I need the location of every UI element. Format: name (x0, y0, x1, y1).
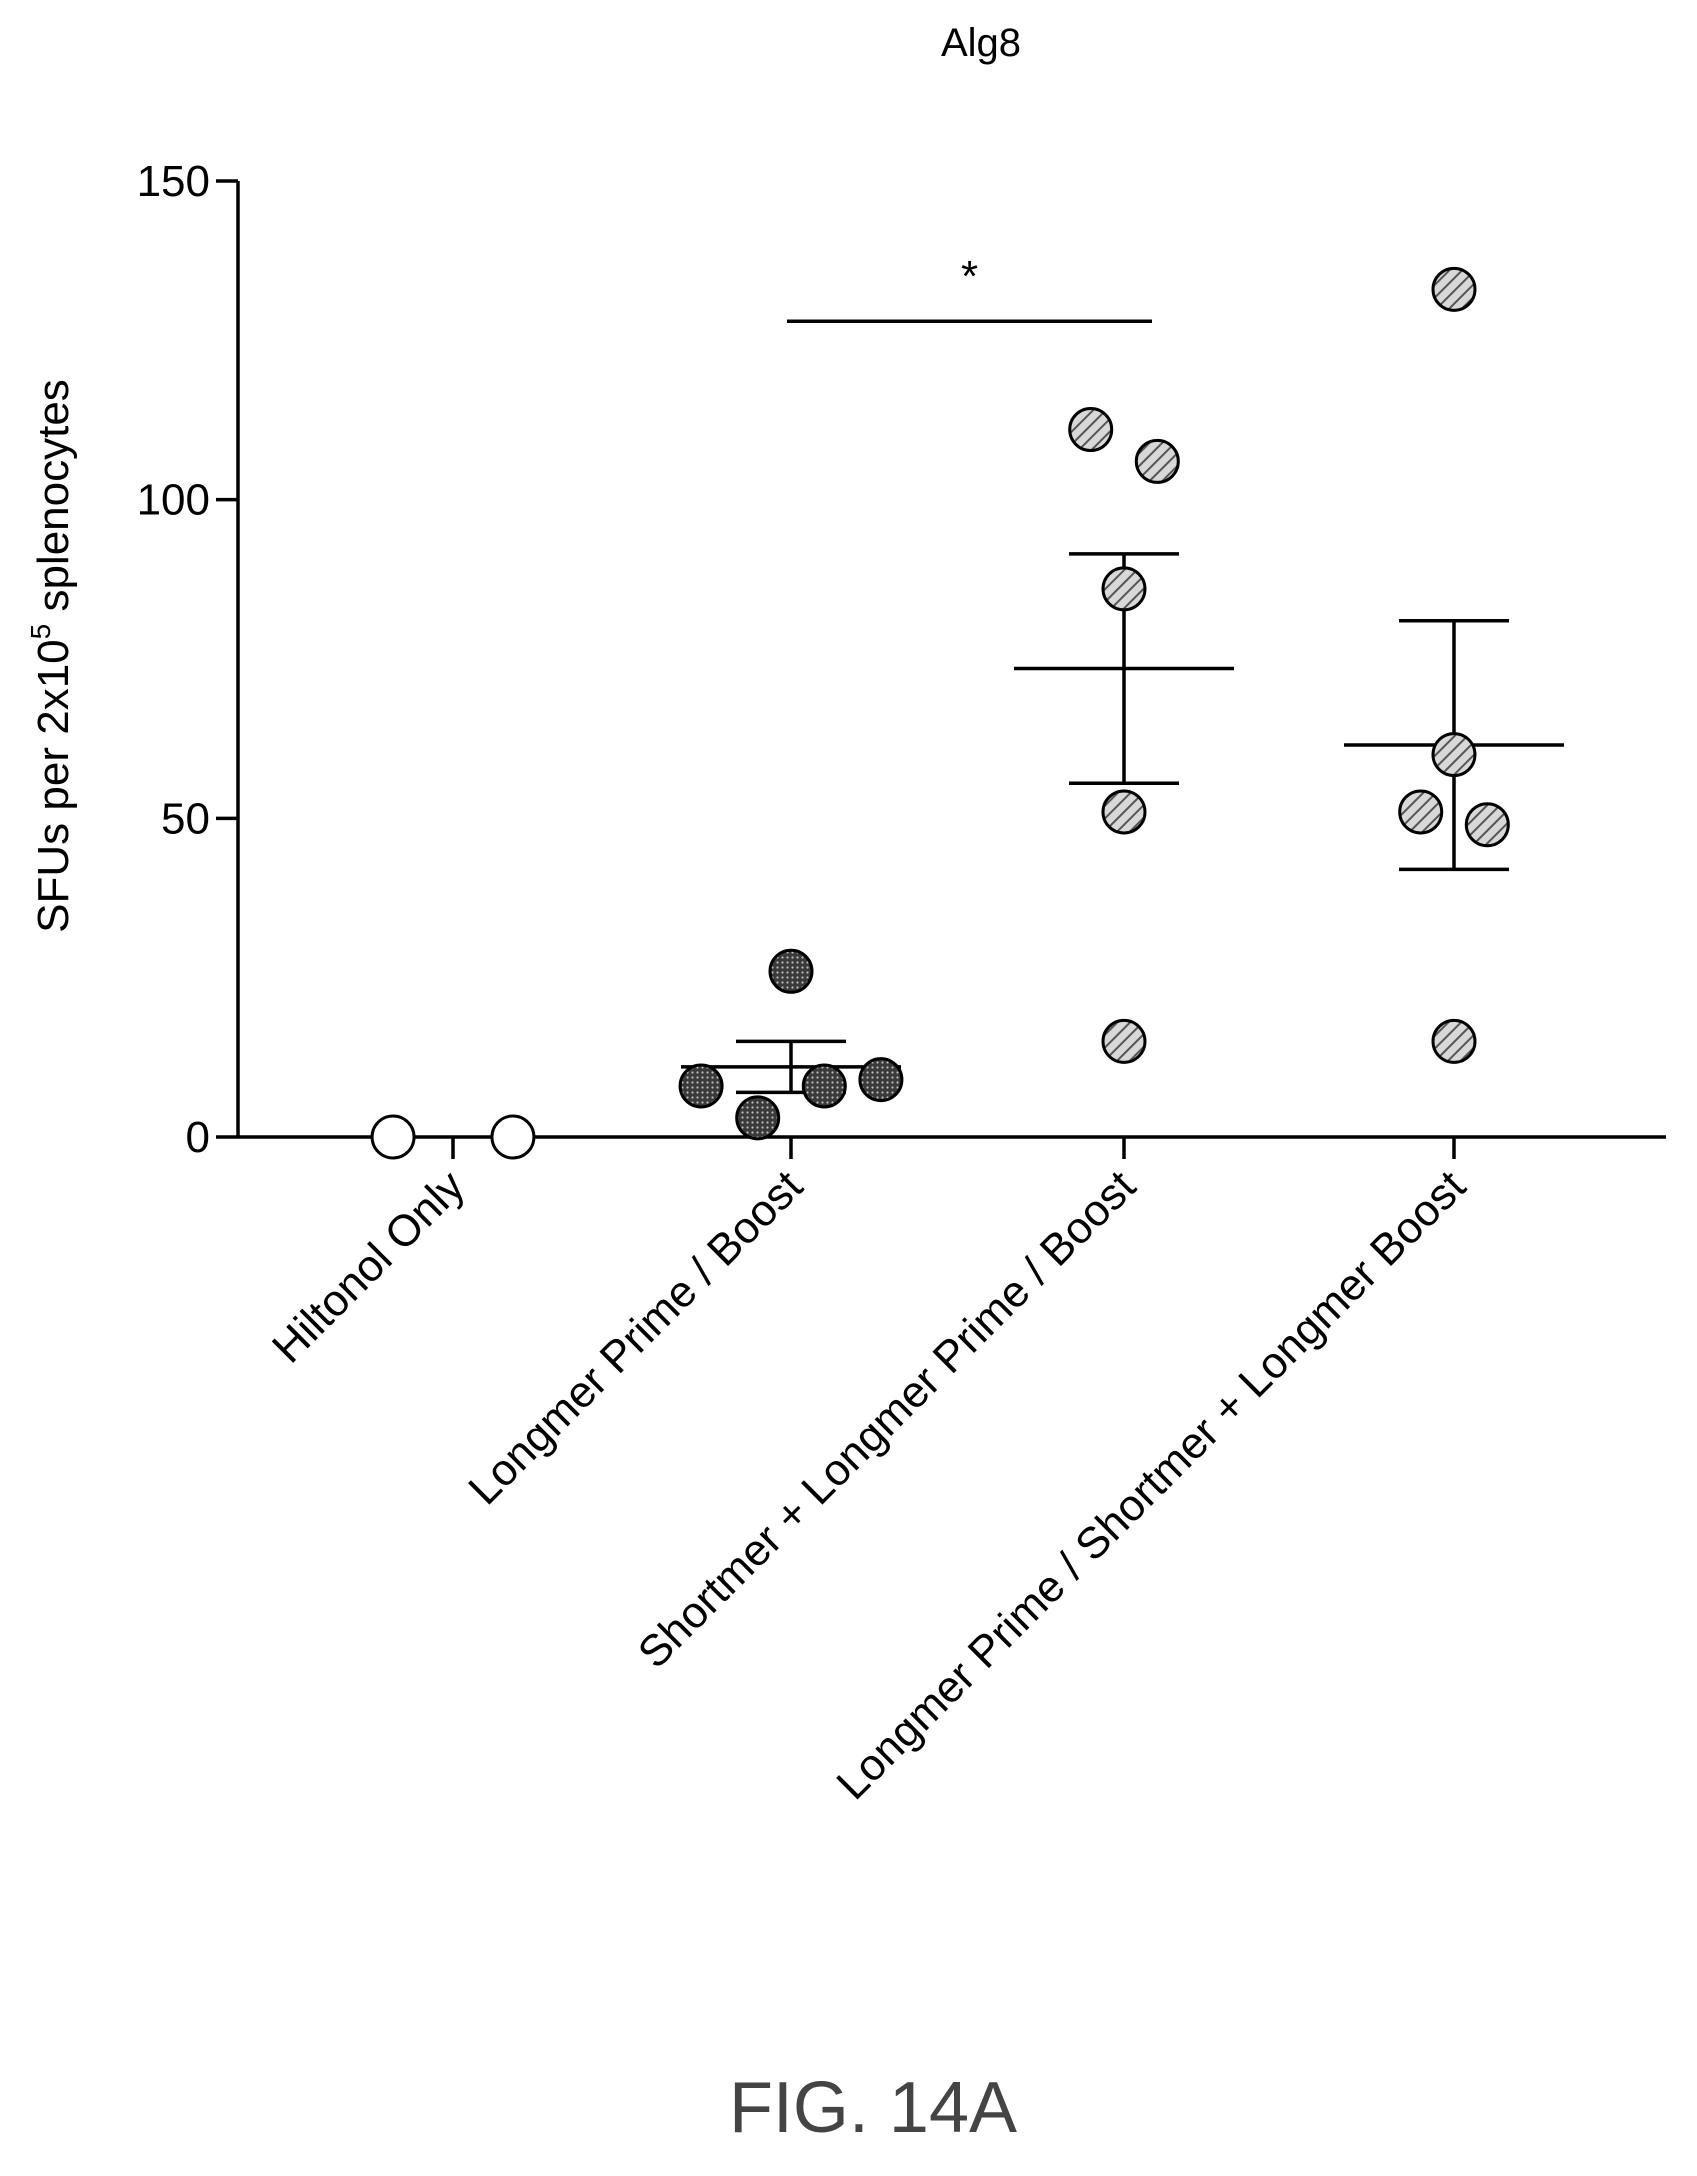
data-point (1068, 407, 1114, 453)
y-tick-label: 0 (186, 1113, 210, 1162)
significance-label: * (961, 252, 978, 301)
x-tick-label: Longmer Prime / Shortmer + Longmer Boost (827, 1161, 1475, 1809)
data-point (1431, 1018, 1477, 1064)
data-point (858, 1057, 904, 1103)
y-tick-label: 150 (137, 157, 210, 206)
significance-annotations: * (787, 252, 1152, 323)
data-point (1464, 802, 1510, 848)
data-point (801, 1063, 847, 1109)
data-point (1134, 438, 1180, 484)
data-point (1431, 266, 1477, 312)
data-point (1101, 566, 1147, 612)
data-point (1398, 789, 1444, 835)
chart-title: Alg8 (941, 21, 1021, 65)
x-tick-label: Longmer Prime / Boost (459, 1161, 812, 1514)
y-axis-label-main: SFUs per 2x10 (29, 639, 78, 932)
data-point (1101, 789, 1147, 835)
data-point (678, 1063, 724, 1109)
y-axis-label-superscript: 5 (25, 624, 56, 640)
data-point (768, 948, 814, 994)
data-point (1101, 1018, 1147, 1064)
data-point (735, 1095, 781, 1141)
y-axis-label-rest: splenocytes (29, 379, 78, 624)
y-ticks: 0 50 100 150 (137, 157, 238, 1162)
data-point (1431, 732, 1477, 778)
x-tick-label: Hiltonol Only (263, 1161, 474, 1372)
y-axis-label: SFUs per 2x105 splenocytes (25, 379, 78, 933)
y-tick-label: 50 (161, 794, 210, 843)
svg-text:SFUs per 2x105 splenocytes: SFUs per 2x105 splenocytes (25, 379, 78, 933)
figure-caption: FIG. 14A (729, 2068, 1017, 2148)
data-points (370, 266, 1510, 1160)
data-point (370, 1114, 416, 1160)
y-tick-label: 100 (137, 476, 210, 525)
data-point (490, 1114, 536, 1160)
